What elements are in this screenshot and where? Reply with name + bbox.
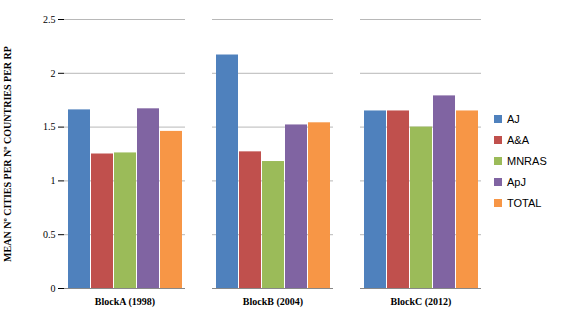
svg-text:BlockA (1998): BlockA (1998)	[95, 296, 155, 308]
html-text:TOTAL: TOTAL	[507, 196, 542, 209]
html-text:AJ: AJ	[507, 112, 520, 125]
html-text:MNRAS: MNRAS	[507, 154, 547, 167]
svg-text:BlockC (2012): BlockC (2012)	[391, 296, 452, 308]
html-text:ApJ: ApJ	[507, 175, 526, 188]
svg-text:2: 2	[51, 68, 56, 79]
svg-text:0: 0	[51, 283, 56, 294]
svg-text:0.5: 0.5	[43, 229, 56, 240]
html-text:A&A: A&A	[507, 133, 529, 146]
svg-text:1.5: 1.5	[43, 121, 56, 132]
svg-text:1: 1	[51, 175, 56, 186]
svg-text:2.5: 2.5	[43, 14, 56, 25]
svg-text:BlockB (2004): BlockB (2004)	[243, 296, 303, 308]
svg-text:MEAN Nº CITIES PER Nº COUNTRIE: MEAN Nº CITIES PER Nº COUNTRIES PER RP	[2, 46, 13, 262]
